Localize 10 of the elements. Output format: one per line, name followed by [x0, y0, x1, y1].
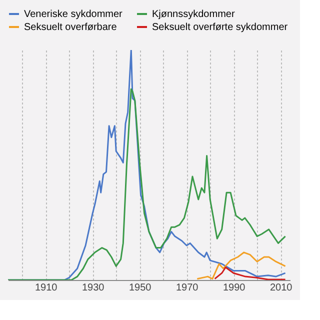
legend-label: Kjønnssykdommer	[152, 9, 236, 20]
legend-label: Seksuelt overførbare	[24, 22, 118, 33]
x-tick-label: 1930	[82, 282, 105, 294]
x-tick-label: 1910	[34, 282, 58, 294]
legend-label: Veneriske sykdommer	[24, 9, 124, 20]
x-tick-label: 1950	[128, 282, 152, 294]
x-tick-label: 1990	[222, 282, 246, 294]
x-tick-label: 2010	[270, 282, 293, 294]
legend-label: Seksuelt overførte sykdommer	[152, 22, 288, 33]
x-tick-label: 1970	[176, 282, 199, 294]
